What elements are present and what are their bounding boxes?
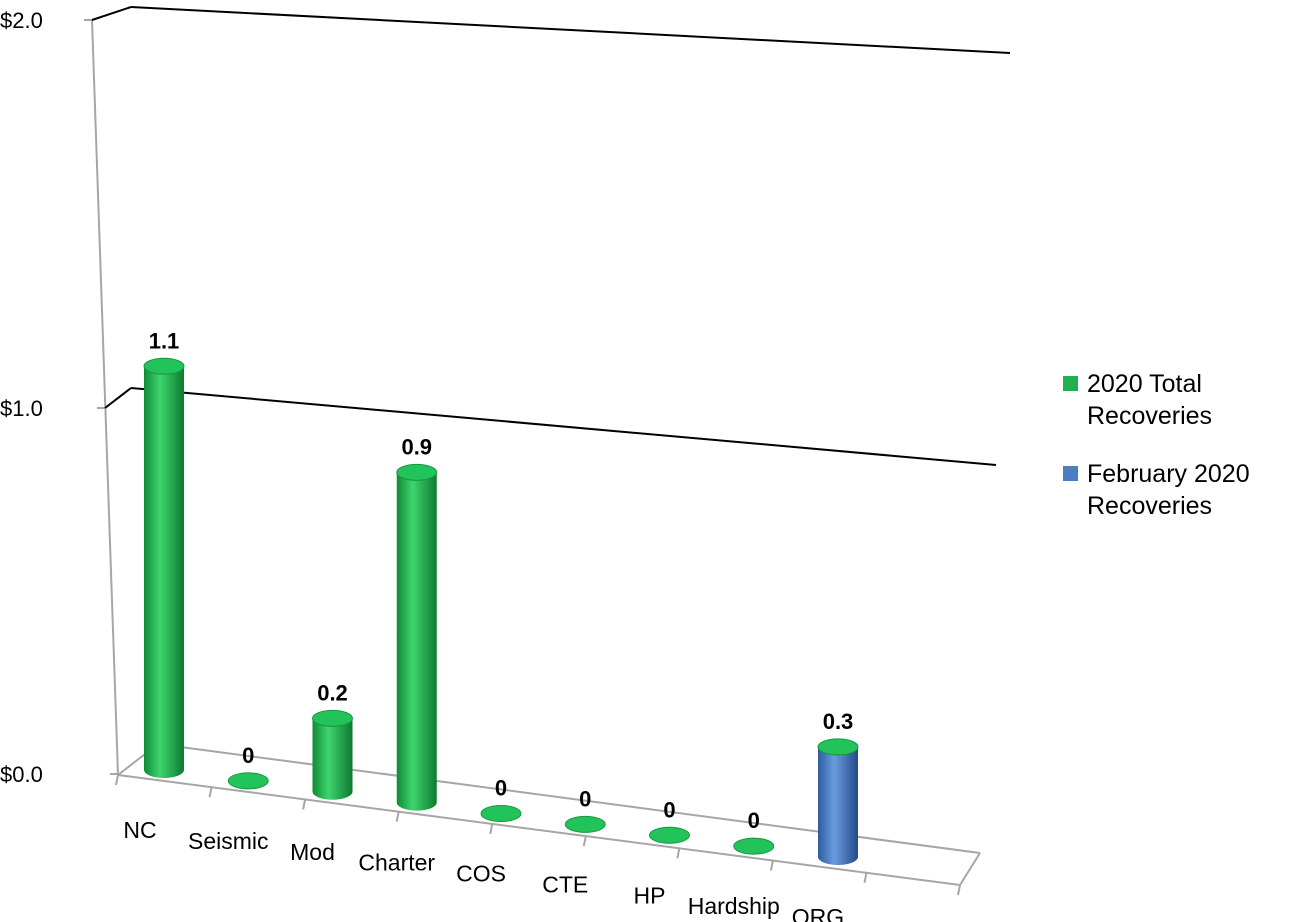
x-tick-mark [115, 774, 119, 786]
bar-body [144, 366, 184, 778]
gridline-1-back [130, 387, 997, 466]
x-tick-mark [582, 835, 587, 847]
bar-top [817, 738, 859, 756]
data-label-charter: 0.9 [401, 434, 432, 459]
legend-swatch-total [1063, 376, 1078, 391]
data-label-hardship: 0 [748, 808, 760, 833]
data-label-cte: 0 [579, 786, 591, 811]
category-label-4: COS [456, 861, 506, 887]
bar-body [312, 718, 353, 800]
legend-label-february: February 2020 Recoveries [1087, 460, 1250, 520]
floor-right-edge [959, 852, 981, 886]
category-labels: NC Seismic Mod Charter COS CTE HP Hardship ORG [123, 817, 844, 922]
data-label-mod: 0.2 [317, 680, 348, 705]
bar-2020-total-recoveries-hp [649, 826, 690, 844]
x-tick-mark [676, 848, 681, 859]
bar-top [733, 837, 775, 855]
bar-top [649, 826, 690, 844]
category-label-7: Hardship [688, 893, 780, 919]
bar-top [396, 463, 438, 481]
category-label-8: ORG [792, 904, 844, 922]
data-label-nc: 1.1 [149, 328, 180, 353]
y-tick-label-2: $2.0 [0, 8, 43, 33]
legend-item-total: 2020 Total Recoveries [1063, 368, 1288, 432]
legend-item-february: February 2020 Recoveries [1063, 458, 1288, 522]
legend-swatch-february [1063, 466, 1078, 481]
x-tick-mark [863, 872, 868, 883]
bar-2020-total-recoveries-mod [312, 709, 353, 800]
bar-top [143, 357, 185, 375]
bar-top [227, 772, 269, 790]
x-tick-mark [769, 860, 774, 871]
legend: 2020 Total Recoveries February 2020 Reco… [1063, 368, 1288, 548]
gridline-2 [91, 6, 132, 21]
x-tick-mark [489, 823, 494, 835]
bar-body [396, 472, 437, 811]
data-label-hp: 0 [663, 797, 675, 822]
data-labels: 1.1 0 0.2 0.9 0 0 0 0 0.3 [149, 328, 854, 833]
bars [143, 357, 859, 865]
gridline-1 [104, 387, 132, 409]
bar-2020-total-recoveries-cte [564, 815, 606, 833]
category-label-5: CTE [542, 871, 588, 897]
x-tick-mark [395, 811, 400, 822]
bar-top [312, 709, 353, 727]
category-label-0: NC [123, 817, 156, 843]
bar-2020-total-recoveries-charter [396, 463, 438, 811]
data-label-cos: 0 [495, 776, 507, 801]
bar-top [480, 805, 522, 822]
gridline-2-back [130, 6, 1011, 54]
data-label-org: 0.3 [823, 709, 854, 734]
category-label-6: HP [634, 882, 666, 908]
bar-top [564, 815, 606, 833]
x-tick-mark [957, 884, 961, 896]
bar-february-2020-recoveries-org [817, 738, 859, 865]
data-label-seismic: 0 [242, 743, 254, 768]
x-tick-mark [208, 787, 213, 798]
category-label-2: Mod [290, 839, 335, 865]
y-tick-label-0: $0.0 [0, 762, 43, 787]
bar-2020-total-recoveries-cos [480, 805, 522, 822]
bar-2020-total-recoveries-hardship [733, 837, 775, 855]
x-tick-mark [302, 799, 307, 810]
floor-front-edge [117, 774, 961, 886]
gridlines [91, 6, 1011, 466]
y-axis-line [91, 19, 119, 776]
category-label-3: Charter [358, 850, 435, 876]
bar-2020-total-recoveries-seismic [227, 772, 269, 790]
y-tick-label-1: $1.0 [0, 396, 43, 421]
bar-body [818, 746, 858, 865]
bar-2020-total-recoveries-nc [143, 357, 185, 778]
category-label-1: Seismic [188, 828, 269, 854]
x-ticks [115, 774, 961, 896]
legend-label-total: 2020 Total Recoveries [1087, 370, 1213, 430]
